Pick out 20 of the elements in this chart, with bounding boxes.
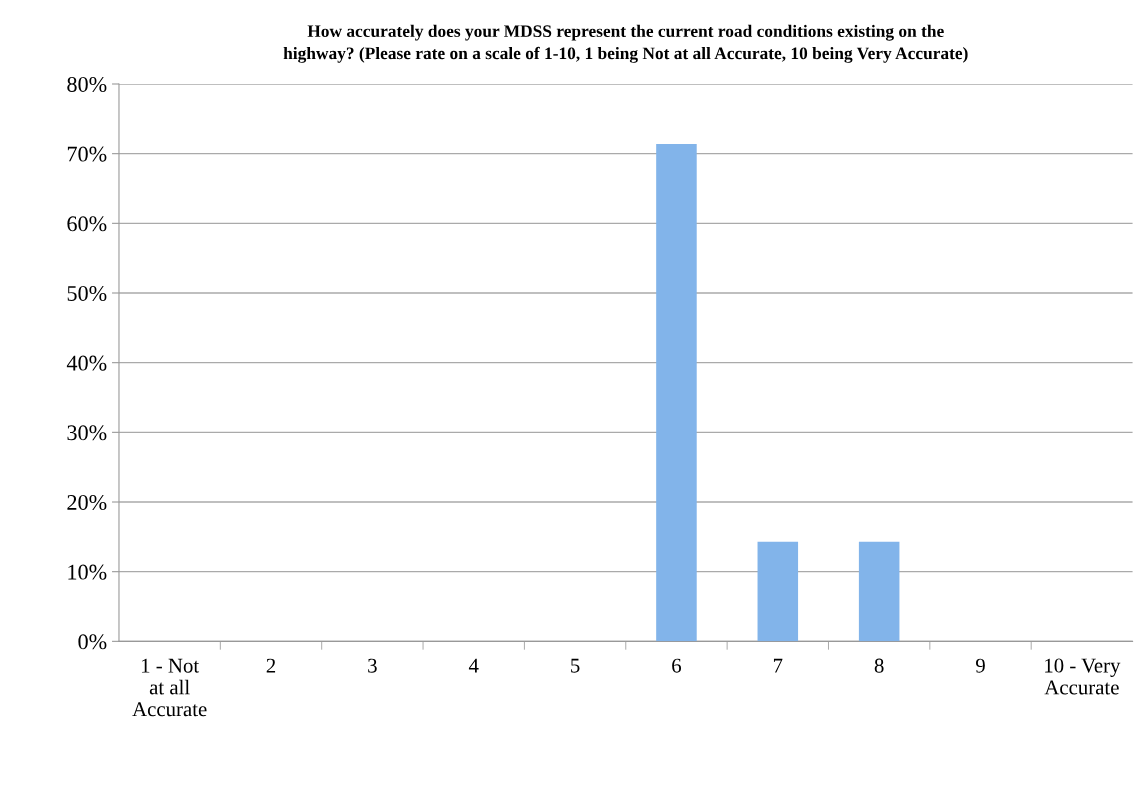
- chart-title: How accurately does your MDSS represent the current road conditions existing on the highway? (Please rate on a scale of 1-10, 1 being Not at all Accurate, 10 being Very Accurate): [283, 24, 968, 63]
- x-tick-label: 10 - Very Accurate: [1044, 658, 1121, 695]
- y-tick-label: 0%: [78, 634, 107, 650]
- x-tick-label: 9: [975, 658, 985, 673]
- x-tick-label: 7: [773, 658, 783, 673]
- x-tick-label: 2: [266, 658, 276, 673]
- x-tick-label: 6: [672, 658, 682, 673]
- x-tick-label: 1 - Not at all Accurate: [132, 658, 207, 717]
- y-tick-label: 50%: [67, 285, 107, 301]
- y-tick-label: 60%: [67, 216, 107, 232]
- y-tick-label: 70%: [67, 146, 107, 162]
- y-tick-label: 80%: [67, 76, 107, 92]
- x-tick-label: 4: [468, 658, 479, 673]
- y-tick-label: 30%: [67, 425, 107, 441]
- y-tick-label: 40%: [66, 355, 107, 371]
- x-tick-label: 5: [571, 658, 580, 673]
- x-tick-label: 8: [874, 658, 884, 673]
- y-tick-label: 20%: [67, 494, 107, 511]
- x-tick-label: 3: [368, 658, 377, 673]
- y-tick-label: 10%: [68, 564, 107, 580]
